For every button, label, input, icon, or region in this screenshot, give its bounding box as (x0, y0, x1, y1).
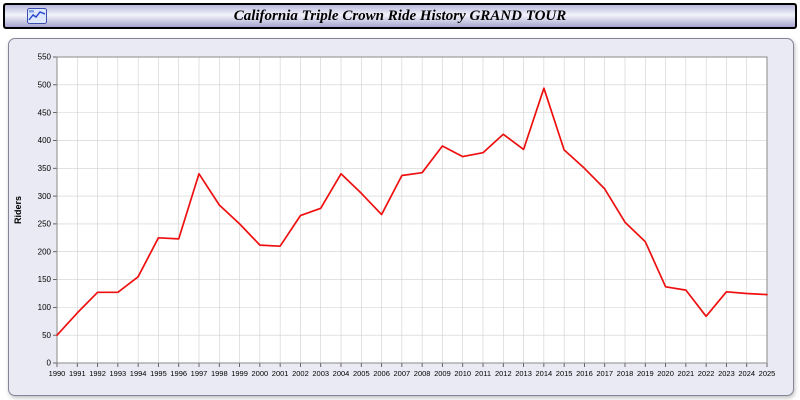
chart-panel: 0 50 100 150 200 250 300 350 400 450 500 550 1990 199… (8, 38, 794, 396)
x-tick-label: 2008 (414, 369, 431, 378)
y-tick-label: 150 (38, 275, 52, 284)
page-title: California Triple Crown Ride History GRA… (233, 7, 567, 24)
x-tick-label: 2014 (536, 369, 553, 378)
y-tick-label: 300 (38, 192, 52, 201)
x-tick-label: 2012 (495, 369, 512, 378)
x-tick-label: 2016 (576, 369, 593, 378)
title-bar: California Triple Crown Ride History GRA… (3, 3, 797, 29)
x-tick-label: 2018 (617, 369, 634, 378)
x-tick-label: 2022 (698, 369, 715, 378)
x-tick-label: 2013 (515, 369, 532, 378)
x-tick-label: 1992 (89, 369, 106, 378)
x-tick-label: 2001 (272, 369, 289, 378)
x-tick-label: 1998 (211, 369, 228, 378)
x-tick-label: 2002 (292, 369, 309, 378)
x-tick-label: 2000 (252, 369, 269, 378)
x-tick-label: 1999 (231, 369, 248, 378)
mini-chart-logo-icon (27, 8, 47, 24)
x-tick-label: 1995 (150, 369, 167, 378)
x-tick-label: 1990 (49, 369, 66, 378)
x-tick-label: 2009 (434, 369, 451, 378)
x-tick-label: 2020 (657, 369, 674, 378)
plot-border (56, 56, 768, 364)
x-tick-label: 1994 (130, 369, 147, 378)
x-tick-label: 2021 (678, 369, 695, 378)
y-tick-label: 500 (38, 81, 52, 90)
y-axis-label: Riders (13, 196, 23, 224)
x-tick-label: 2024 (738, 369, 755, 378)
x-tick-label: 1991 (69, 369, 86, 378)
x-tick-label: 2006 (373, 369, 390, 378)
x-tick-label: 2007 (394, 369, 411, 378)
x-tick-label: 2017 (596, 369, 613, 378)
y-tick-label: 250 (38, 220, 52, 229)
y-tick-label: 450 (38, 108, 52, 117)
x-tick-label: 2019 (637, 369, 654, 378)
x-tick-label: 2011 (475, 369, 491, 378)
y-tick-label: 200 (38, 247, 52, 256)
y-tick-label: 550 (38, 53, 52, 62)
x-tick-label: 1996 (170, 369, 187, 378)
y-tick-label: 400 (38, 136, 52, 145)
y-tick-label: 350 (38, 164, 52, 173)
x-tick-label: 1997 (191, 369, 208, 378)
x-tick-label: 2010 (454, 369, 471, 378)
x-tick-label: 2005 (353, 369, 370, 378)
y-tick-label: 0 (47, 359, 52, 368)
x-tick-label: 2003 (312, 369, 329, 378)
y-tick-label: 100 (38, 303, 52, 312)
x-tick-label: 2004 (333, 369, 350, 378)
plot-area (57, 57, 767, 363)
x-tick-label: 2023 (718, 369, 735, 378)
riders-series-line (56, 87, 768, 337)
x-tick-label: 2015 (556, 369, 573, 378)
x-tick-label: 1993 (110, 369, 127, 378)
x-tick-label: 2025 (759, 369, 776, 378)
y-tick-label: 50 (42, 331, 51, 340)
